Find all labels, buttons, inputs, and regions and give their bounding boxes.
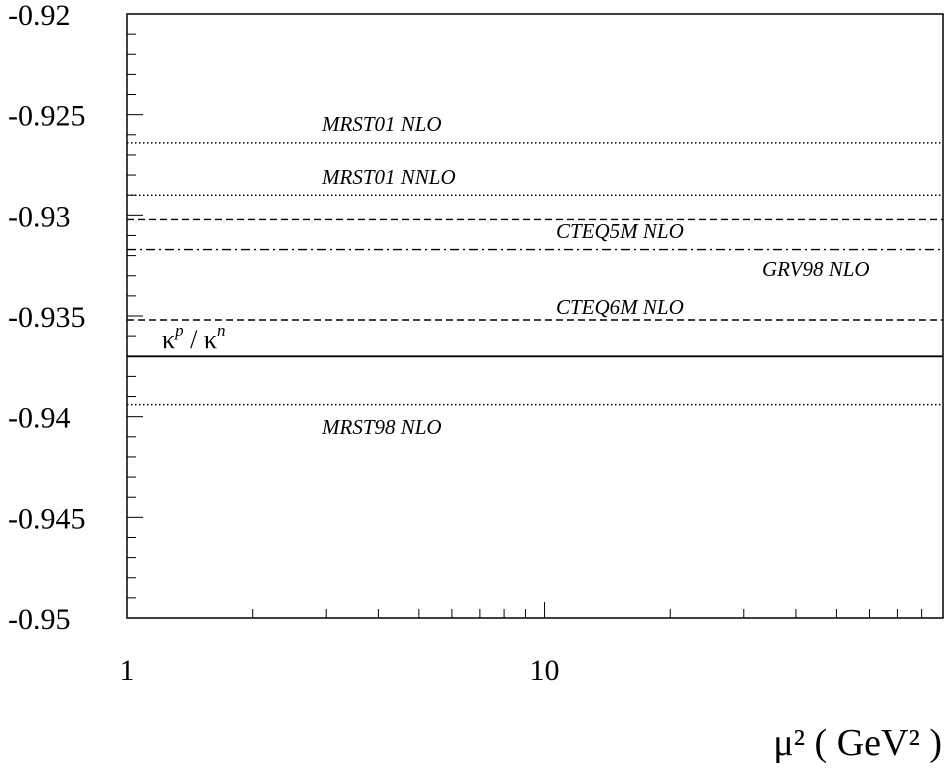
x-tick-labels: 1 10 <box>120 654 560 687</box>
ratio-label-separator: / <box>184 325 204 354</box>
series-label-4: CTEQ6M NLO <box>556 295 684 319</box>
y-tick-label: -0.935 <box>8 301 86 334</box>
y-major-ticks <box>127 13 143 619</box>
ratio-label: κp / κn <box>162 321 225 354</box>
y-tick-label: -0.95 <box>8 603 71 636</box>
y-tick-label: -0.925 <box>8 100 86 133</box>
ratio-label-sup-n: n <box>217 321 226 340</box>
y-tick-labels: -0.92 -0.925 -0.93 -0.935 -0.94 -0.945 -0.95 <box>8 0 86 636</box>
series-label-6: MRST98 NLO <box>321 415 442 439</box>
y-tick-label: -0.93 <box>8 200 71 233</box>
ratio-label-kappa-n: κ <box>204 325 217 354</box>
series-label-0: MRST01 NLO <box>321 112 442 136</box>
series-label-2: CTEQ5M NLO <box>556 219 684 243</box>
ratio-label-sup-p: p <box>174 321 184 340</box>
series-labels: MRST01 NLO MRST01 NNLO CTEQ5M NLO GRV98 NLO… <box>321 112 870 439</box>
y-tick-label: -0.92 <box>8 0 71 32</box>
x-tick-label: 10 <box>530 654 560 687</box>
series-label-1: MRST01 NNLO <box>321 165 456 189</box>
x-minor-ticks <box>126 602 944 618</box>
x-axis-title: μ² ( GeV² ) <box>773 722 942 764</box>
y-tick-label: -0.94 <box>8 402 71 435</box>
series-label-3: GRV98 NLO <box>762 257 870 281</box>
plot-frame <box>126 13 944 619</box>
series-lines <box>127 142 943 406</box>
ratio-label-kappa-p: κ <box>162 325 175 354</box>
y-tick-label: -0.945 <box>8 502 86 535</box>
x-tick-label: 1 <box>120 654 135 687</box>
